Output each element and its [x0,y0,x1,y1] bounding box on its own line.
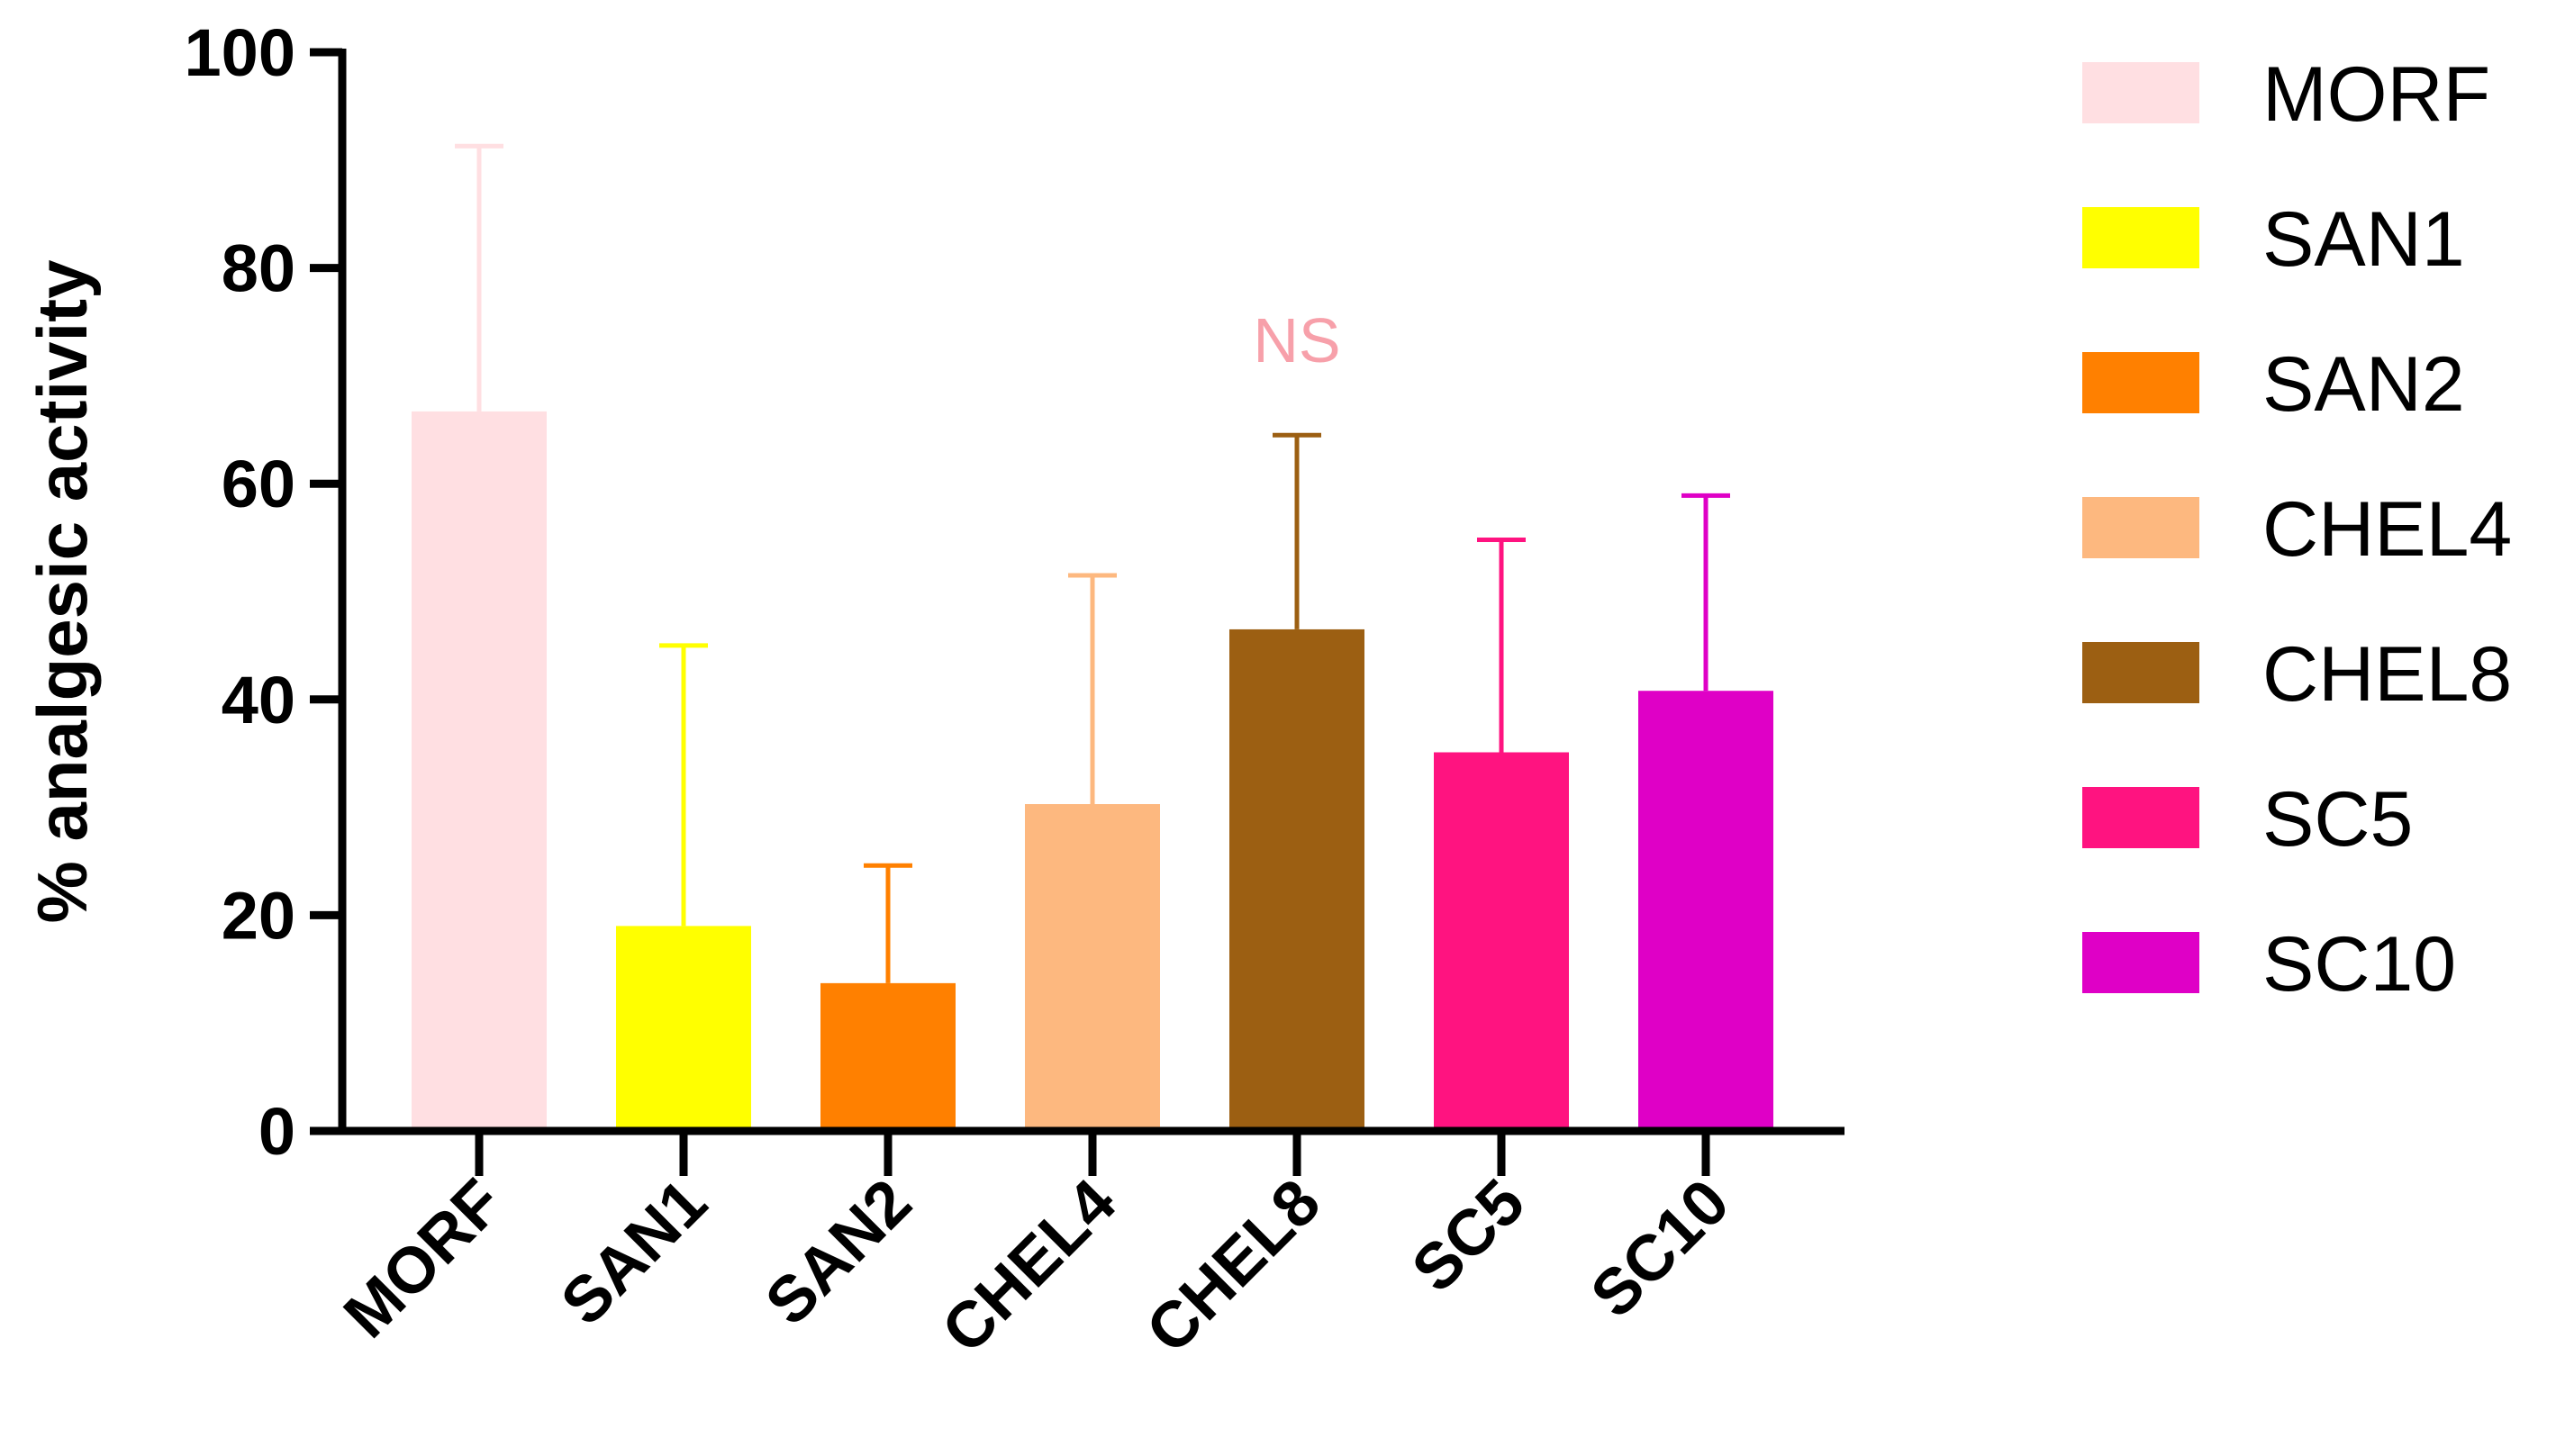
labels-layer: 0 20 40 60 80 100 MORF SAN1 SAN2 CHEL4 CHEL8 SC5 SC1… [23,15,1743,1367]
legend-item-sc10: SC10 [2082,921,2456,1008]
legend-item-morf: MORF [2082,51,2490,138]
x-tick-label-san1: SAN1 [548,1166,721,1339]
bar-chel4 [1025,804,1160,1131]
legend-swatch-chel8 [2082,642,2199,703]
legend-swatch-san2 [2082,352,2199,413]
bar-sc5 [1434,752,1569,1131]
bars-layer [412,411,1773,1132]
error-bar-sc5 [1477,537,1526,753]
y-tick-label-20: 20 [222,878,295,953]
legend-label-morf: MORF [2262,51,2490,138]
error-bars-layer [455,143,1730,983]
bar-san2 [820,982,956,1131]
x-tick-label-chel8: CHEL8 [1133,1166,1334,1367]
error-bar-chel4 [1068,573,1117,805]
y-tick-label-0: 0 [258,1094,295,1169]
legend-item-san1: SAN1 [2082,196,2465,283]
x-tick-label-sc10: SC10 [1577,1166,1743,1332]
legend-swatch-chel4 [2082,497,2199,558]
error-bar-san1 [659,643,708,927]
y-tick-label-60: 60 [222,447,295,521]
legend-swatch-morf [2082,62,2199,123]
annotation-ns-chel8: NS [1253,305,1340,375]
legend: MORF SAN1 SAN2 CHEL4 CHEL8 SC5 SC10 [2082,51,2512,1008]
legend-label-chel8: CHEL8 [2262,631,2512,718]
legend-swatch-sc5 [2082,787,2199,848]
axes-layer [310,48,1844,1176]
legend-label-san2: SAN2 [2262,341,2465,428]
x-tick-label-san2: SAN2 [752,1166,925,1339]
y-tick-label-80: 80 [222,231,295,306]
legend-label-sc5: SC5 [2262,776,2413,863]
legend-label-chel4: CHEL4 [2262,486,2512,573]
y-axis-title: % analgesic activity [23,259,102,923]
bar-chel8 [1229,629,1364,1131]
x-tick-label-sc5: SC5 [1399,1166,1539,1307]
legend-swatch-san1 [2082,207,2199,268]
legend-item-chel4: CHEL4 [2082,486,2512,573]
legend-label-sc10: SC10 [2262,921,2456,1008]
legend-label-san1: SAN1 [2262,196,2465,283]
x-tick-label-morf: MORF [331,1166,516,1352]
y-tick-label-100: 100 [185,15,295,90]
y-tick-label-40: 40 [222,663,295,737]
legend-item-san2: SAN2 [2082,341,2465,428]
error-bar-morf [455,143,503,411]
error-bar-sc10 [1681,493,1730,692]
bar-morf [412,411,547,1132]
error-bar-san2 [864,863,912,983]
legend-item-sc5: SC5 [2082,776,2413,863]
legend-item-chel8: CHEL8 [2082,631,2512,718]
legend-swatch-sc10 [2082,932,2199,993]
bar-san1 [616,926,751,1131]
error-bar-chel8 [1273,432,1321,629]
x-tick-label-chel4: CHEL4 [929,1166,1129,1367]
bar-sc10 [1638,691,1773,1131]
